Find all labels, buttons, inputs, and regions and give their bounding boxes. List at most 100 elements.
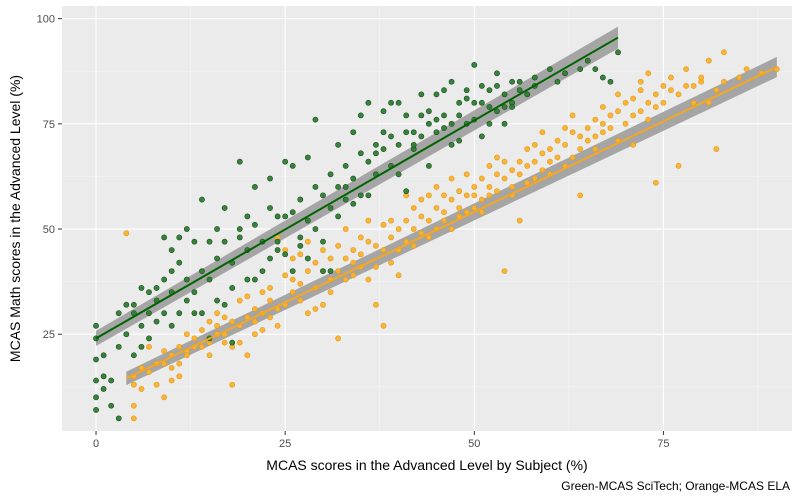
scitech-point — [100, 352, 107, 359]
scitech-point — [244, 276, 251, 283]
scitech-point — [516, 87, 523, 94]
scitech-point — [486, 120, 493, 127]
ela-point — [668, 87, 674, 94]
scitech-point — [297, 242, 304, 249]
ela-point — [486, 192, 493, 199]
ela-point — [494, 154, 500, 161]
scitech-point — [350, 175, 357, 182]
scitech-point — [168, 247, 175, 253]
scitech-point — [410, 129, 417, 136]
ela-point — [584, 137, 591, 144]
scitech-point — [229, 339, 236, 346]
scitech-point — [395, 141, 402, 148]
scitech-point — [599, 74, 606, 81]
ela-point — [267, 297, 273, 304]
scitech-point — [531, 74, 538, 81]
scitech-point — [267, 175, 273, 182]
ela-point — [668, 74, 674, 81]
scitech-point — [373, 141, 379, 148]
scitech-point — [365, 192, 372, 199]
ela-point — [312, 259, 319, 266]
scitech-point — [236, 226, 243, 232]
ela-point — [418, 213, 425, 220]
scitech-point — [199, 268, 205, 274]
scitech-point — [441, 125, 447, 131]
scitech-point — [478, 133, 485, 140]
ela-point — [410, 205, 417, 211]
ela-point — [176, 343, 183, 350]
scitech-point — [289, 268, 296, 274]
scitech-point — [418, 133, 425, 140]
scitech-point — [93, 407, 99, 413]
ela-point — [289, 276, 296, 283]
ela-point — [380, 322, 387, 329]
scitech-point — [138, 343, 145, 350]
ela-point — [645, 99, 652, 106]
ela-point — [494, 171, 500, 178]
ela-point — [433, 205, 440, 211]
scitech-point — [176, 259, 183, 266]
ela-point — [569, 154, 576, 161]
ela-point — [456, 188, 463, 195]
scitech-point — [388, 133, 394, 140]
scitech-point — [297, 196, 304, 203]
chart-caption: Green-MCAS SciTech; Orange-MCAS ELA — [561, 479, 790, 493]
scitech-point — [403, 112, 410, 119]
ela-point — [244, 352, 251, 359]
ela-point — [183, 331, 190, 338]
ela-point — [130, 402, 137, 409]
ela-point — [350, 247, 357, 253]
ela-point — [357, 234, 364, 241]
scitech-point — [403, 129, 410, 136]
scitech-point — [463, 87, 470, 94]
ela-point — [335, 242, 342, 249]
scitech-point — [456, 112, 463, 119]
ela-point — [138, 386, 145, 392]
ela-point — [403, 217, 410, 224]
ela-point — [615, 108, 621, 115]
scitech-point — [501, 104, 508, 110]
ela-point — [516, 158, 523, 165]
ela-point — [554, 154, 561, 161]
scitech-point — [456, 137, 463, 144]
scitech-point — [395, 171, 402, 178]
x-tick-label: 50 — [468, 438, 480, 450]
ela-point — [214, 310, 220, 317]
ela-point — [660, 99, 667, 106]
scitech-point — [176, 310, 183, 317]
ela-point — [441, 209, 447, 216]
ela-point — [365, 238, 372, 245]
ela-point — [297, 280, 304, 287]
ela-point — [509, 184, 516, 190]
scitech-point — [320, 268, 326, 274]
ela-point — [524, 146, 531, 152]
scitech-point — [441, 112, 447, 119]
ela-point — [584, 125, 591, 131]
ela-point — [252, 306, 258, 312]
ela-point — [531, 158, 538, 165]
ela-point — [683, 83, 689, 89]
scitech-point — [327, 205, 334, 211]
ela-point — [388, 234, 394, 241]
scitech-point — [478, 99, 485, 106]
scitech-point — [433, 129, 440, 136]
ela-point — [425, 217, 432, 224]
ela-point — [531, 141, 538, 148]
ela-point — [622, 120, 629, 127]
scitech-point — [304, 217, 311, 224]
ela-point — [342, 226, 349, 232]
ela-point — [675, 163, 682, 169]
ela-point — [206, 352, 213, 359]
ela-point — [705, 57, 712, 64]
ela-point — [471, 205, 478, 211]
ela-point — [577, 146, 584, 152]
ela-point — [660, 83, 667, 89]
ela-point — [130, 415, 137, 422]
ela-point — [418, 196, 425, 203]
scitech-point — [108, 377, 115, 384]
scitech-point — [146, 310, 152, 317]
ela-point — [637, 108, 644, 115]
scitech-point — [168, 322, 175, 329]
ela-point — [252, 331, 258, 338]
